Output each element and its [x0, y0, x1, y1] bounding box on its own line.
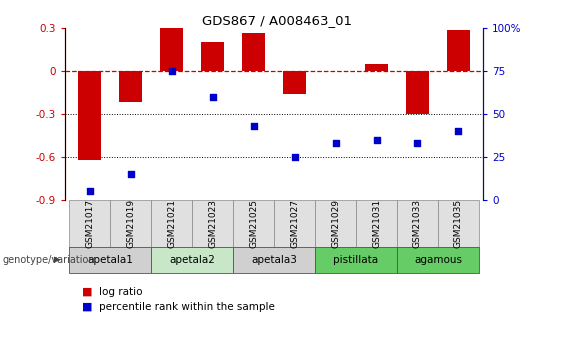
Text: agamous: agamous	[414, 255, 462, 265]
Text: ■: ■	[82, 302, 93, 312]
Point	[126, 171, 135, 177]
Bar	[406, 71, 429, 114]
Bar	[79, 71, 101, 160]
Text: log ratio: log ratio	[99, 287, 142, 296]
Text: GSM21035: GSM21035	[454, 199, 463, 248]
Text: GSM21023: GSM21023	[208, 199, 217, 248]
Text: GSM21029: GSM21029	[331, 199, 340, 248]
Text: percentile rank within the sample: percentile rank within the sample	[99, 302, 275, 312]
Point	[413, 140, 422, 146]
Bar	[283, 71, 306, 94]
Text: apetala2: apetala2	[169, 255, 215, 265]
Text: GSM21025: GSM21025	[249, 199, 258, 248]
Text: GSM21031: GSM21031	[372, 199, 381, 248]
Text: apetala1: apetala1	[87, 255, 133, 265]
Bar	[242, 33, 265, 71]
Text: genotype/variation: genotype/variation	[3, 255, 95, 265]
Bar	[365, 63, 388, 71]
Text: GSM21021: GSM21021	[167, 199, 176, 248]
Point	[167, 68, 176, 73]
Point	[85, 189, 94, 194]
Text: GSM21027: GSM21027	[290, 199, 299, 248]
Point	[331, 140, 340, 146]
Bar	[447, 30, 470, 71]
Bar	[160, 28, 183, 71]
Point	[372, 137, 381, 142]
Text: GSM21033: GSM21033	[413, 199, 422, 248]
Text: ■: ■	[82, 287, 93, 296]
Point	[290, 154, 299, 160]
Bar	[201, 42, 224, 71]
Text: apetala3: apetala3	[251, 255, 297, 265]
Bar	[119, 71, 142, 102]
Text: GSM21017: GSM21017	[85, 199, 94, 248]
Point	[249, 123, 258, 129]
Point	[208, 94, 217, 99]
Text: pistillata: pistillata	[333, 255, 379, 265]
Point	[454, 128, 463, 134]
Text: GSM21019: GSM21019	[126, 199, 135, 248]
Text: GDS867 / A008463_01: GDS867 / A008463_01	[202, 14, 352, 27]
